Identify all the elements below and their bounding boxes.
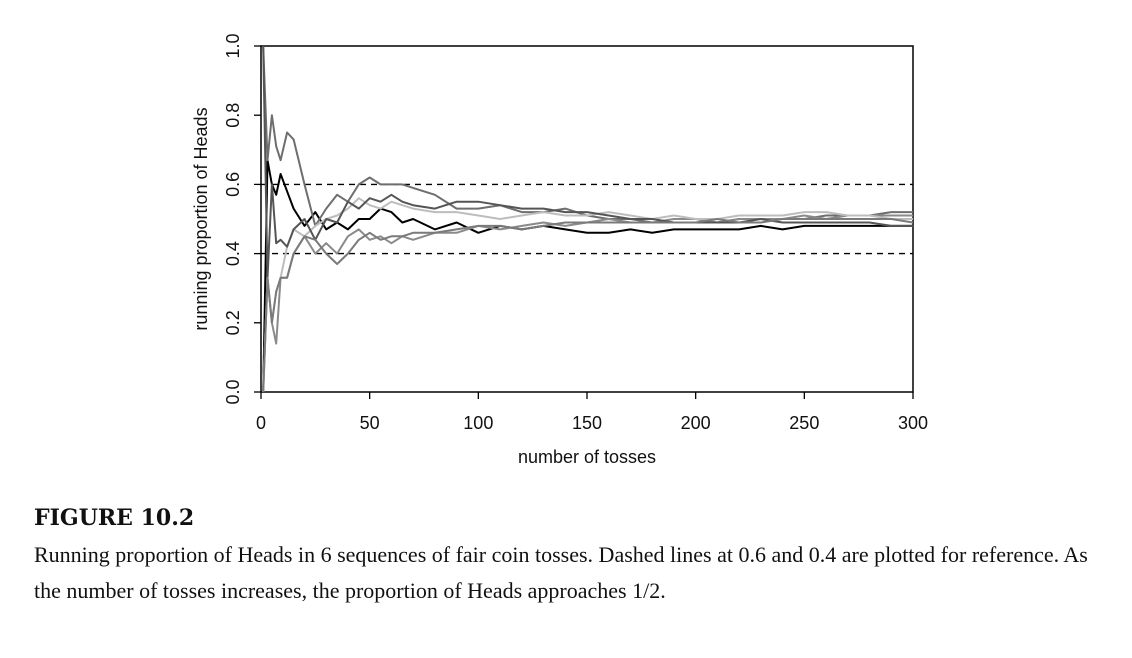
y-axis-title: running proportion of Heads — [191, 107, 211, 330]
reference-lines — [261, 183, 913, 255]
series-line-4 — [262, 197, 913, 392]
y-tick-label: 0.6 — [223, 172, 243, 197]
y-tick-label: 0.2 — [223, 310, 243, 335]
x-tick-label: 300 — [898, 413, 928, 433]
y-tick-label: 0.4 — [223, 241, 243, 266]
x-tick-label: 200 — [681, 413, 711, 433]
x-tick-label: 150 — [572, 413, 602, 433]
y-tick-label: 1.0 — [223, 33, 243, 58]
series-line-5 — [262, 46, 913, 279]
figure-caption-text: Running proportion of Heads in 6 sequenc… — [34, 542, 1088, 603]
x-tick-label: 0 — [256, 413, 266, 433]
x-axis: 0 50 100 150 200 250 300 — [256, 392, 928, 433]
figure-caption: FIGURE 10.2 Running proportion of Heads … — [34, 505, 1094, 609]
series-layer — [262, 46, 913, 392]
series-line-6 — [262, 218, 913, 392]
x-tick-label: 100 — [463, 413, 493, 433]
series-line-3 — [262, 214, 913, 392]
y-tick-label: 0.8 — [223, 103, 243, 128]
figure-label: FIGURE 10.2 — [34, 505, 195, 531]
x-tick-label: 50 — [360, 413, 380, 433]
y-axis: 0.0 0.2 0.4 0.6 0.8 1.0 — [223, 33, 261, 405]
chart: 0 50 100 150 200 250 300 0.0 0.2 0.4 0.6 0.8 1.0 nu… — [191, 33, 928, 467]
series-line-1 — [262, 159, 913, 392]
x-tick-label: 250 — [789, 413, 819, 433]
y-tick-label: 0.0 — [223, 379, 243, 404]
x-axis-title: number of tosses — [518, 447, 656, 467]
